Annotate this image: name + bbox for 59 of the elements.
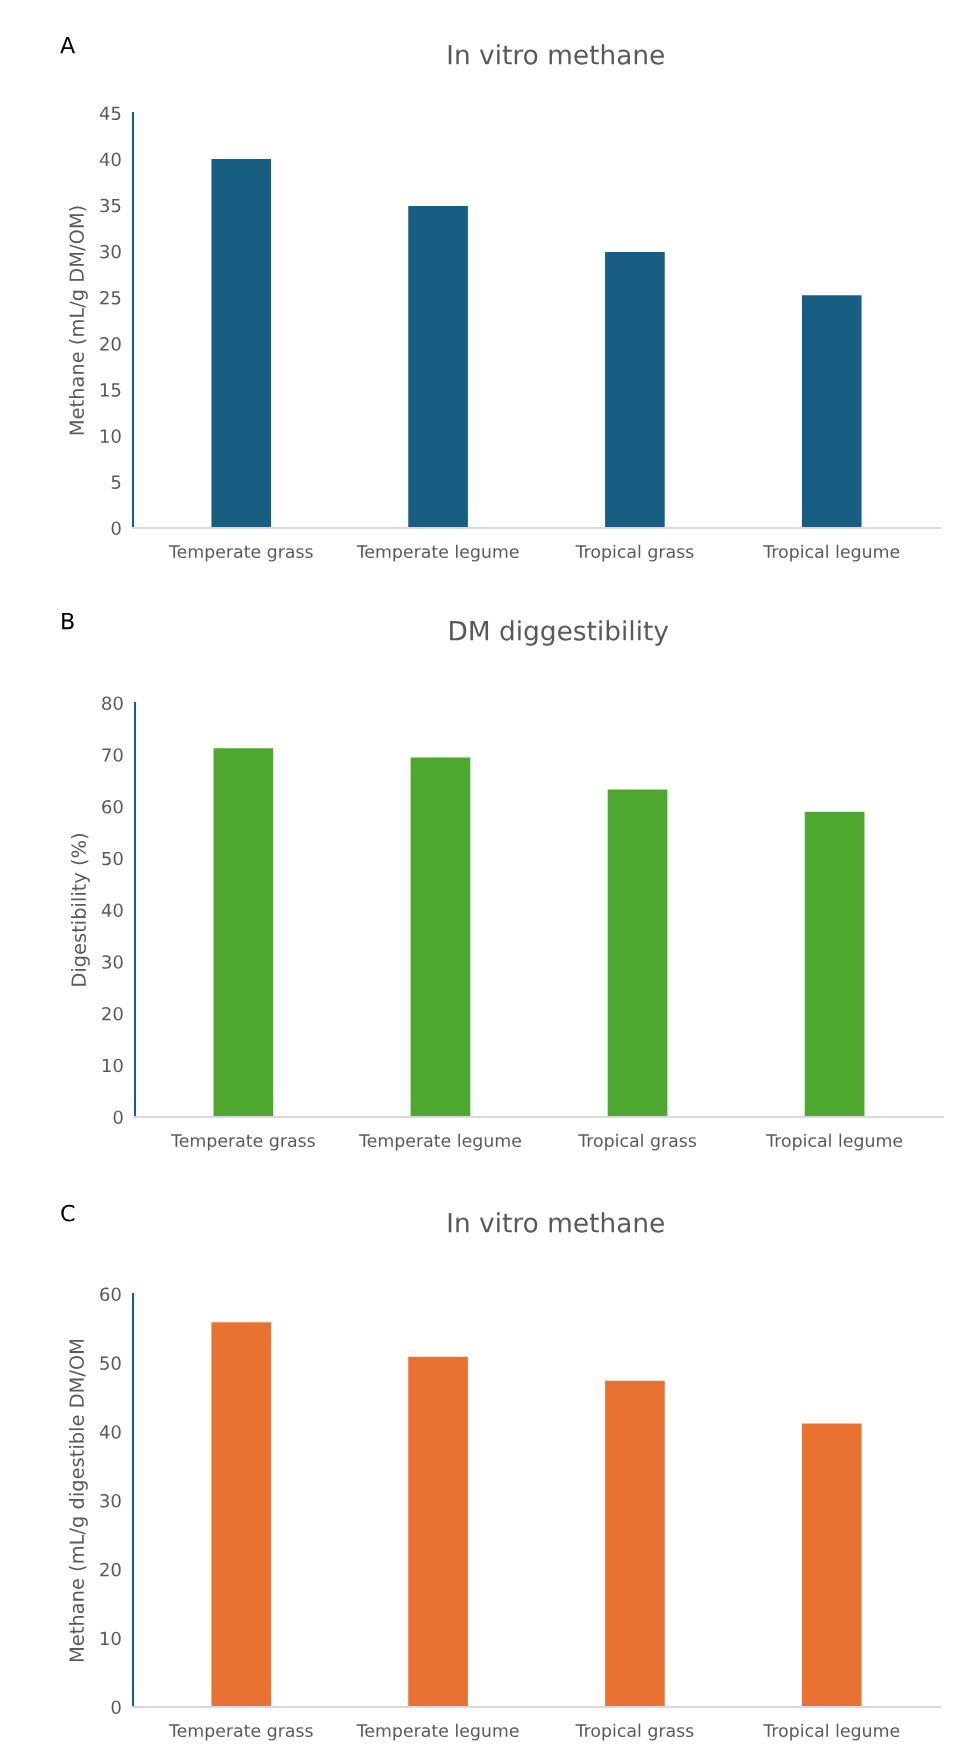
y-tick-label: 10 bbox=[100, 429, 121, 443]
bar bbox=[800, 1422, 863, 1707]
y-tick-label: 35 bbox=[100, 198, 121, 213]
x-tick-label: Temperate legume bbox=[358, 1133, 521, 1151]
x-tick-label: Temperate legume bbox=[356, 544, 519, 562]
x-tick-label: Tropical legume bbox=[766, 1133, 903, 1151]
y-tick-label: 40 bbox=[99, 1425, 121, 1439]
y-tick-label: 30 bbox=[102, 955, 123, 969]
y-axis-title: Digestibility (%) bbox=[70, 834, 90, 986]
y-tick-label: 20 bbox=[102, 1006, 123, 1021]
y-tick-label: 45 bbox=[99, 106, 121, 121]
y-tick-label: 60 bbox=[102, 799, 123, 814]
x-tick-label: Tropical legume bbox=[763, 544, 900, 562]
bar bbox=[409, 756, 472, 1117]
y-tick-label: 50 bbox=[100, 1356, 121, 1370]
chart-title: In vitro methane bbox=[448, 44, 664, 65]
x-tick-label: Tropical grass bbox=[578, 1133, 697, 1151]
y-tick-label: 70 bbox=[102, 748, 123, 762]
bar bbox=[606, 788, 669, 1117]
text: B bbox=[62, 612, 74, 630]
bar bbox=[212, 746, 275, 1117]
bar bbox=[603, 1379, 667, 1707]
y-axis-title: Methane (mL/g DM/OM) bbox=[68, 206, 88, 435]
y-tick-label: 50 bbox=[102, 851, 123, 866]
y-tick-label: 0 bbox=[113, 1110, 123, 1125]
x-tick-label: Tropical grass bbox=[575, 1723, 694, 1741]
bar bbox=[406, 1355, 470, 1707]
bar bbox=[406, 204, 470, 528]
y-tick-label: 10 bbox=[100, 1631, 121, 1646]
y-tick-label: 30 bbox=[100, 244, 121, 259]
y-tick-label: 20 bbox=[100, 337, 121, 351]
y-tick-label: 30 bbox=[100, 1493, 121, 1508]
x-tick-label: Temperate grass bbox=[168, 1724, 313, 1741]
x-tick-label: Temperate grass bbox=[168, 545, 313, 562]
y-tick-label: 80 bbox=[102, 696, 123, 711]
y-tick-label: 60 bbox=[100, 1287, 121, 1302]
y-tick-label: 20 bbox=[100, 1562, 121, 1577]
y-tick-label: 40 bbox=[99, 152, 121, 167]
y-tick-label: 40 bbox=[101, 903, 123, 918]
y-tick-label: 0 bbox=[111, 521, 121, 536]
x-tick-label: Tropical legume bbox=[763, 1723, 900, 1741]
y-tick-label: 15 bbox=[100, 383, 121, 397]
x-tick-label: Temperate legume bbox=[356, 1723, 519, 1741]
y-tick-label: 10 bbox=[102, 1058, 123, 1073]
y-tick-label: 5 bbox=[111, 475, 121, 490]
bar bbox=[603, 250, 667, 528]
bar bbox=[210, 157, 273, 528]
x-tick-label: Tropical grass bbox=[575, 544, 694, 562]
chart-title: In vitro methane bbox=[448, 1212, 664, 1233]
x-tick-label: Temperate grass bbox=[171, 1134, 315, 1151]
y-tick-label: 25 bbox=[100, 290, 121, 305]
bar bbox=[800, 293, 863, 528]
text: A bbox=[60, 36, 76, 54]
text: C bbox=[61, 1204, 75, 1222]
y-axis-title: Methane (mL/g digestible DM/OM bbox=[68, 1339, 88, 1662]
chart-title: DM diggestibility bbox=[450, 620, 669, 646]
y-tick-label: 0 bbox=[111, 1700, 121, 1715]
bar bbox=[803, 810, 866, 1117]
bar bbox=[210, 1320, 273, 1707]
